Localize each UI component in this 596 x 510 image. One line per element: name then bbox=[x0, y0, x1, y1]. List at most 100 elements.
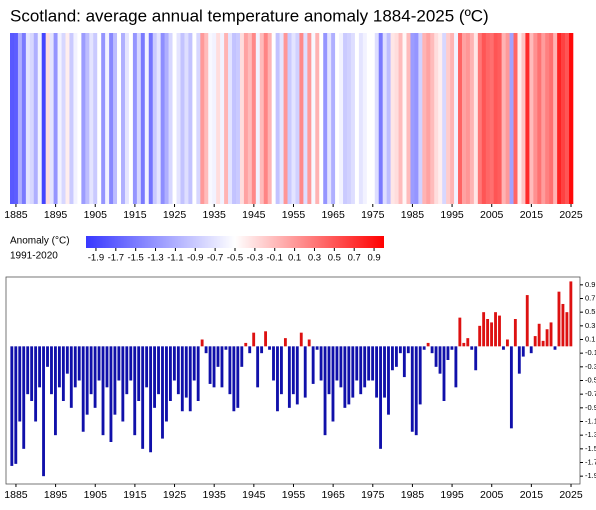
bar bbox=[446, 346, 450, 360]
y-tick-label: 0.7 bbox=[585, 293, 595, 302]
y-tick-label: -1.7 bbox=[585, 457, 596, 466]
stripe bbox=[45, 33, 50, 204]
bar bbox=[347, 346, 351, 405]
stripe bbox=[224, 33, 229, 204]
stripe bbox=[10, 33, 15, 204]
stripe bbox=[469, 33, 475, 204]
bar bbox=[228, 346, 232, 395]
stripe bbox=[192, 33, 197, 204]
bar bbox=[141, 346, 145, 449]
colorbar-tick-label: 0.9 bbox=[367, 253, 380, 264]
bar bbox=[30, 346, 34, 401]
bar bbox=[121, 346, 125, 422]
colorbar-tick-label: -1.9 bbox=[88, 253, 104, 264]
stripe bbox=[247, 33, 253, 204]
y-tick-label: 0.1 bbox=[585, 334, 595, 343]
bar bbox=[57, 346, 61, 388]
x-tick-label: 1955 bbox=[282, 489, 306, 501]
stripe bbox=[541, 33, 546, 204]
stripe bbox=[188, 33, 193, 204]
colorbar-tick-label: -1.1 bbox=[167, 253, 183, 264]
colorbar-tick-label: -1.5 bbox=[127, 253, 143, 264]
stripe bbox=[97, 33, 102, 204]
bar bbox=[77, 346, 81, 381]
stripe bbox=[557, 33, 562, 204]
bar bbox=[220, 346, 224, 388]
bar bbox=[371, 346, 375, 381]
bar bbox=[153, 346, 156, 408]
y-tick-label: -1.3 bbox=[585, 430, 596, 439]
y-tick-label: -0.9 bbox=[585, 403, 596, 412]
stripe bbox=[255, 33, 261, 204]
bar bbox=[176, 346, 180, 395]
stripe bbox=[279, 33, 284, 204]
bar bbox=[200, 339, 204, 347]
stripe bbox=[307, 33, 312, 204]
stripe bbox=[17, 33, 23, 204]
stripe bbox=[402, 33, 407, 204]
stripe bbox=[243, 33, 249, 204]
y-tick-label: 0.5 bbox=[585, 307, 595, 316]
bar bbox=[462, 342, 466, 347]
bar bbox=[466, 338, 470, 347]
stripe bbox=[450, 33, 455, 204]
bar bbox=[509, 346, 513, 429]
stripe bbox=[21, 33, 27, 204]
bar bbox=[34, 346, 38, 422]
bar bbox=[557, 291, 561, 347]
y-tick-label: -0.3 bbox=[585, 362, 596, 371]
stripe bbox=[160, 33, 165, 204]
stripe bbox=[414, 33, 419, 204]
bar bbox=[323, 346, 327, 436]
y-tick-label: -1.9 bbox=[585, 471, 596, 480]
stripe bbox=[517, 33, 522, 204]
bar bbox=[97, 346, 101, 381]
bar bbox=[537, 323, 541, 347]
bar bbox=[26, 346, 30, 395]
stripe bbox=[69, 33, 74, 204]
colorbar-tick-label: -0.1 bbox=[267, 253, 283, 264]
stripe bbox=[485, 33, 491, 204]
bar bbox=[434, 346, 438, 367]
bar bbox=[406, 346, 410, 354]
stripe bbox=[85, 33, 90, 204]
stripe bbox=[509, 33, 514, 204]
bar bbox=[10, 346, 14, 466]
bar bbox=[172, 346, 176, 381]
stripe bbox=[216, 33, 221, 204]
bar bbox=[351, 346, 355, 398]
bar bbox=[541, 340, 545, 347]
bar bbox=[339, 346, 343, 388]
stripe bbox=[101, 33, 106, 204]
bar bbox=[22, 346, 26, 449]
bar bbox=[117, 346, 121, 381]
x-tick-label: 1905 bbox=[84, 489, 108, 501]
stripe bbox=[113, 33, 118, 204]
stripe bbox=[136, 33, 142, 204]
bar bbox=[196, 346, 200, 401]
bar bbox=[525, 295, 529, 347]
bar bbox=[414, 346, 418, 436]
bar bbox=[391, 346, 394, 371]
stripe bbox=[295, 33, 300, 204]
stripe bbox=[481, 33, 487, 204]
stripe bbox=[239, 33, 245, 204]
stripe bbox=[128, 33, 134, 204]
bar bbox=[69, 346, 73, 408]
bar bbox=[252, 332, 256, 347]
x-tick-label: 1935 bbox=[203, 489, 227, 501]
stripe bbox=[259, 33, 265, 204]
bar bbox=[478, 325, 482, 347]
colorbar-tick-label: 0.1 bbox=[288, 253, 301, 264]
bar bbox=[248, 346, 252, 354]
stripe bbox=[37, 33, 43, 204]
bar bbox=[529, 346, 533, 354]
stripe bbox=[422, 33, 427, 204]
x-tick-label: 1895 bbox=[44, 489, 68, 501]
stripe bbox=[406, 33, 411, 204]
x-tick-label: 2015 bbox=[520, 209, 544, 221]
stripe bbox=[81, 33, 86, 204]
x-tick-label: 1995 bbox=[440, 209, 464, 221]
bar bbox=[402, 346, 406, 378]
bar bbox=[65, 346, 69, 374]
